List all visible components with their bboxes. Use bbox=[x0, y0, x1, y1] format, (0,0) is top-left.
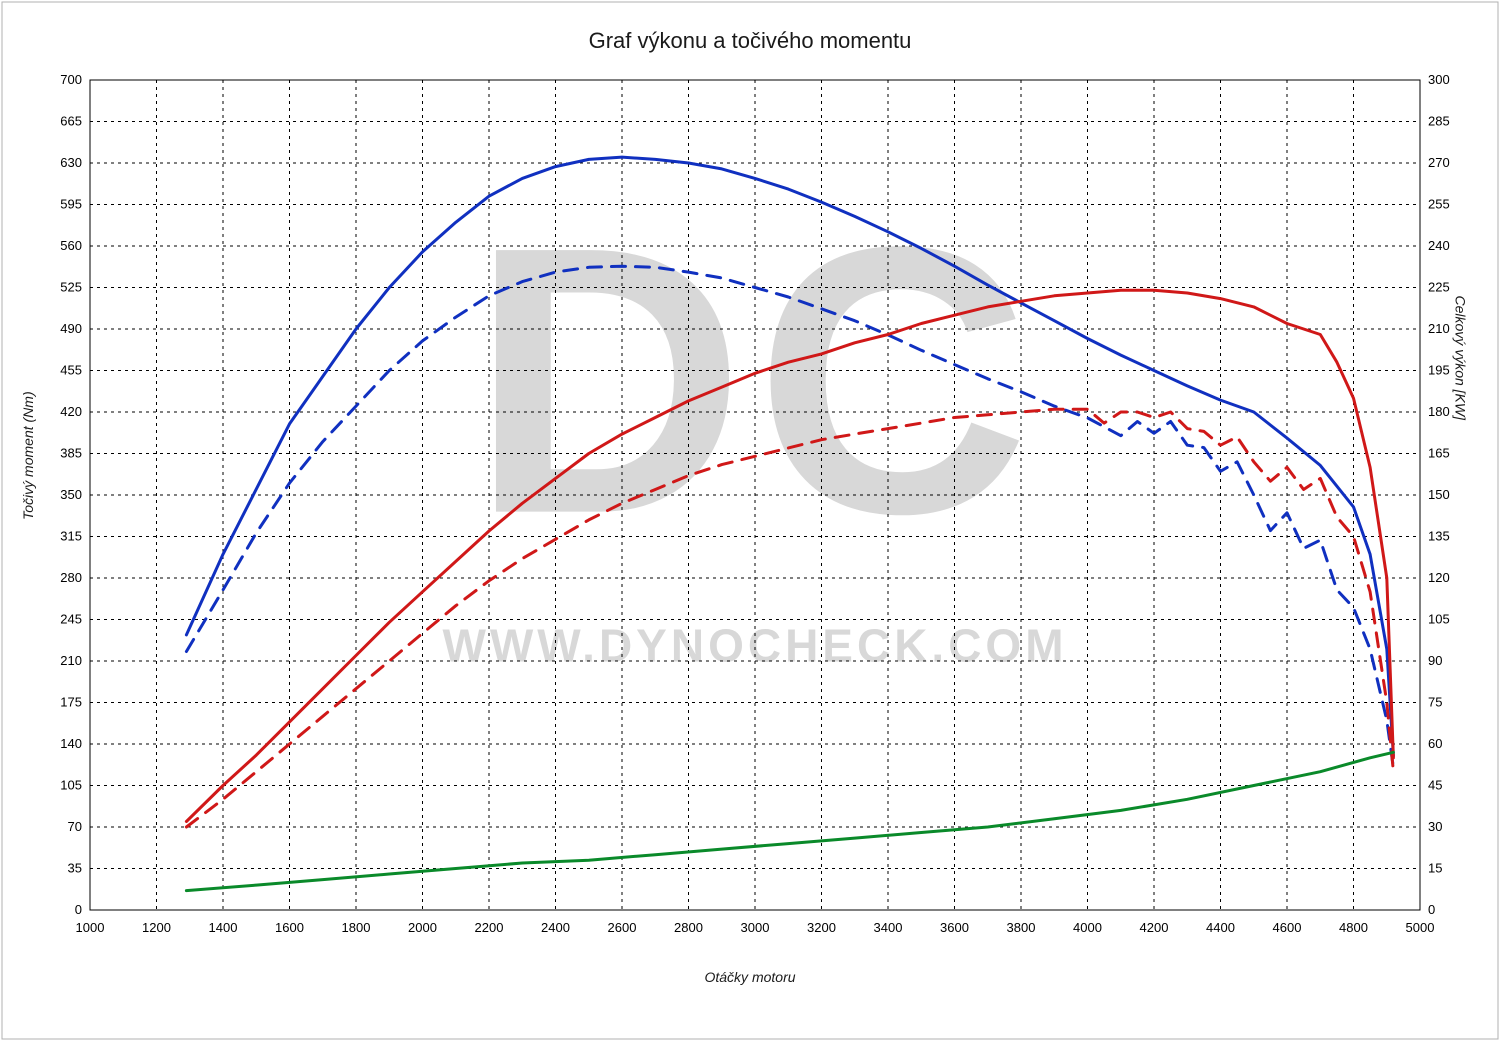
x-tick-label: 5000 bbox=[1406, 920, 1435, 935]
y-right-tick-label: 90 bbox=[1428, 653, 1442, 668]
y-left-tick-label: 560 bbox=[60, 238, 82, 253]
x-tick-label: 3200 bbox=[807, 920, 836, 935]
y-right-axis-label: Celkový výkon [KW] bbox=[1452, 296, 1468, 420]
y-right-tick-label: 75 bbox=[1428, 695, 1442, 710]
y-right-tick-label: 105 bbox=[1428, 612, 1450, 627]
y-left-tick-label: 280 bbox=[60, 570, 82, 585]
x-tick-label: 3000 bbox=[741, 920, 770, 935]
x-tick-label: 1200 bbox=[142, 920, 171, 935]
chart-container: Graf výkonu a točivého momentu Točivý mo… bbox=[0, 0, 1500, 1041]
y-left-tick-label: 35 bbox=[68, 861, 82, 876]
y-right-tick-label: 285 bbox=[1428, 114, 1450, 129]
x-tick-label: 1800 bbox=[342, 920, 371, 935]
y-right-tick-label: 240 bbox=[1428, 238, 1450, 253]
x-tick-label: 1600 bbox=[275, 920, 304, 935]
y-right-tick-label: 180 bbox=[1428, 404, 1450, 419]
y-right-tick-label: 30 bbox=[1428, 819, 1442, 834]
y-right-tick-label: 45 bbox=[1428, 778, 1442, 793]
x-tick-label: 4200 bbox=[1140, 920, 1169, 935]
y-left-tick-label: 315 bbox=[60, 529, 82, 544]
y-left-tick-label: 210 bbox=[60, 653, 82, 668]
x-axis-label: Otáčky motoru bbox=[0, 969, 1500, 985]
x-tick-label: 2200 bbox=[475, 920, 504, 935]
y-left-tick-label: 630 bbox=[60, 155, 82, 170]
x-tick-label: 4000 bbox=[1073, 920, 1102, 935]
y-right-tick-label: 15 bbox=[1428, 861, 1442, 876]
y-left-tick-label: 70 bbox=[68, 819, 82, 834]
x-tick-label: 3400 bbox=[874, 920, 903, 935]
y-right-tick-label: 270 bbox=[1428, 155, 1450, 170]
y-right-tick-label: 195 bbox=[1428, 363, 1450, 378]
x-tick-label: 4600 bbox=[1273, 920, 1302, 935]
y-right-tick-label: 225 bbox=[1428, 280, 1450, 295]
x-tick-label: 2000 bbox=[408, 920, 437, 935]
x-tick-label: 1400 bbox=[209, 920, 238, 935]
y-left-axis-label: Točivý moment (Nm) bbox=[20, 391, 36, 520]
y-left-tick-label: 350 bbox=[60, 487, 82, 502]
y-right-tick-label: 255 bbox=[1428, 197, 1450, 212]
x-tick-label: 2600 bbox=[608, 920, 637, 935]
y-left-tick-label: 595 bbox=[60, 197, 82, 212]
series-loss_curve bbox=[186, 752, 1393, 890]
y-left-tick-label: 245 bbox=[60, 612, 82, 627]
y-left-tick-label: 455 bbox=[60, 363, 82, 378]
y-left-tick-label: 525 bbox=[60, 280, 82, 295]
y-left-tick-label: 0 bbox=[75, 902, 82, 917]
chart-title: Graf výkonu a točivého momentu bbox=[0, 28, 1500, 54]
x-tick-label: 4800 bbox=[1339, 920, 1368, 935]
x-tick-label: 2400 bbox=[541, 920, 570, 935]
y-right-tick-label: 0 bbox=[1428, 902, 1435, 917]
y-right-tick-label: 210 bbox=[1428, 321, 1450, 336]
y-left-tick-label: 385 bbox=[60, 446, 82, 461]
chart-svg: DCWWW.DYNOCHECK.COM100012001400160018002… bbox=[0, 0, 1500, 1041]
y-left-tick-label: 420 bbox=[60, 404, 82, 419]
x-tick-label: 3600 bbox=[940, 920, 969, 935]
y-left-tick-label: 140 bbox=[60, 736, 82, 751]
y-left-tick-label: 700 bbox=[60, 72, 82, 87]
y-right-tick-label: 165 bbox=[1428, 446, 1450, 461]
y-left-tick-label: 490 bbox=[60, 321, 82, 336]
y-left-tick-label: 175 bbox=[60, 695, 82, 710]
x-tick-label: 4400 bbox=[1206, 920, 1235, 935]
y-right-tick-label: 60 bbox=[1428, 736, 1442, 751]
y-left-tick-label: 105 bbox=[60, 778, 82, 793]
x-tick-label: 1000 bbox=[76, 920, 105, 935]
y-right-tick-label: 120 bbox=[1428, 570, 1450, 585]
y-right-tick-label: 300 bbox=[1428, 72, 1450, 87]
y-right-tick-label: 150 bbox=[1428, 487, 1450, 502]
x-tick-label: 2800 bbox=[674, 920, 703, 935]
y-right-tick-label: 135 bbox=[1428, 529, 1450, 544]
y-left-tick-label: 665 bbox=[60, 114, 82, 129]
x-tick-label: 3800 bbox=[1007, 920, 1036, 935]
